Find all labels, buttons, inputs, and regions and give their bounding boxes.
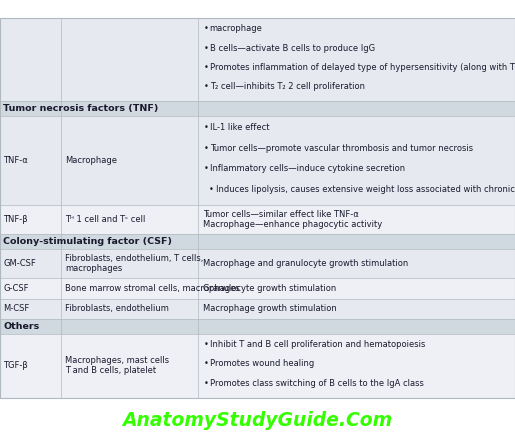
Text: •: • xyxy=(203,123,208,132)
Text: Bone marrow stromal cells, macrophages: Bone marrow stromal cells, macrophages xyxy=(65,284,239,293)
Text: TNF-α: TNF-α xyxy=(3,156,28,165)
Text: •: • xyxy=(203,144,208,152)
Bar xyxy=(0,249,515,278)
Text: M-CSF: M-CSF xyxy=(3,304,29,313)
Text: Macrophage and granulocyte growth stimulation: Macrophage and granulocyte growth stimul… xyxy=(203,259,409,268)
Bar xyxy=(0,334,515,398)
Text: Inflammatory cells—induce cytokine secretion: Inflammatory cells—induce cytokine secre… xyxy=(210,164,405,173)
Text: AnatomyStudyGuide.Com: AnatomyStudyGuide.Com xyxy=(123,412,392,430)
Text: Others: Others xyxy=(3,322,39,331)
Bar xyxy=(0,18,515,101)
Bar xyxy=(0,278,515,298)
Text: GM-CSF: GM-CSF xyxy=(3,259,36,268)
Bar xyxy=(0,298,515,319)
Text: Colony-stimulating factor (CSF): Colony-stimulating factor (CSF) xyxy=(3,237,172,246)
Text: TNF-β: TNF-β xyxy=(3,215,28,224)
Text: Fibroblasts, endothelium: Fibroblasts, endothelium xyxy=(65,304,169,313)
Text: •: • xyxy=(209,185,213,194)
Text: Tumor cells—promote vascular thrombosis and tumor necrosis: Tumor cells—promote vascular thrombosis … xyxy=(210,144,473,152)
Text: •: • xyxy=(203,44,208,53)
Text: Promotes wound healing: Promotes wound healing xyxy=(210,359,314,368)
Text: Granulocyte growth stimulation: Granulocyte growth stimulation xyxy=(203,284,337,293)
Text: Tᴴ 1 cell and Tᶜ cell: Tᴴ 1 cell and Tᶜ cell xyxy=(65,215,145,224)
Text: •: • xyxy=(203,379,208,388)
Text: Macrophage growth stimulation: Macrophage growth stimulation xyxy=(203,304,337,313)
Text: •: • xyxy=(203,24,208,34)
Bar xyxy=(0,18,515,398)
Bar xyxy=(0,234,515,249)
Text: Fibroblasts, endothelium, T cells,
macrophages: Fibroblasts, endothelium, T cells, macro… xyxy=(65,254,203,273)
Bar xyxy=(0,319,515,334)
Text: Macrophages, mast cells
T and B cells, platelet: Macrophages, mast cells T and B cells, p… xyxy=(65,356,169,375)
Text: T₂ cell—inhibits T₂ 2 cell proliferation: T₂ cell—inhibits T₂ 2 cell proliferation xyxy=(210,82,365,91)
Text: Tumor cells—similar effect like TNF-α
Macrophage—enhance phagocytic activity: Tumor cells—similar effect like TNF-α Ma… xyxy=(203,210,383,229)
Text: Macrophage: Macrophage xyxy=(65,156,117,165)
Text: G-CSF: G-CSF xyxy=(3,284,29,293)
Text: Promotes inflammation of delayed type of hypersensitivity (along with TNF-β): Promotes inflammation of delayed type of… xyxy=(210,63,515,72)
Text: Tumor necrosis factors (TNF): Tumor necrosis factors (TNF) xyxy=(3,104,159,113)
Text: •: • xyxy=(203,164,208,173)
Text: Promotes class switching of B cells to the IgA class: Promotes class switching of B cells to t… xyxy=(210,379,423,388)
Text: •: • xyxy=(203,63,208,72)
Bar xyxy=(0,116,515,205)
Bar xyxy=(0,205,515,234)
Text: macrophage: macrophage xyxy=(210,24,263,34)
Text: •: • xyxy=(203,82,208,91)
Text: B cells—activate B cells to produce IgG: B cells—activate B cells to produce IgG xyxy=(210,44,375,53)
Text: TGF-β: TGF-β xyxy=(3,361,28,370)
Text: Induces lipolysis, causes extensive weight loss associated with chronic inflamma: Induces lipolysis, causes extensive weig… xyxy=(216,185,515,194)
Text: •: • xyxy=(203,359,208,368)
Text: IL-1 like effect: IL-1 like effect xyxy=(210,123,269,132)
Text: •: • xyxy=(203,339,208,349)
Text: Inhibit T and B cell proliferation and hematopoiesis: Inhibit T and B cell proliferation and h… xyxy=(210,339,425,349)
Bar xyxy=(0,101,515,116)
